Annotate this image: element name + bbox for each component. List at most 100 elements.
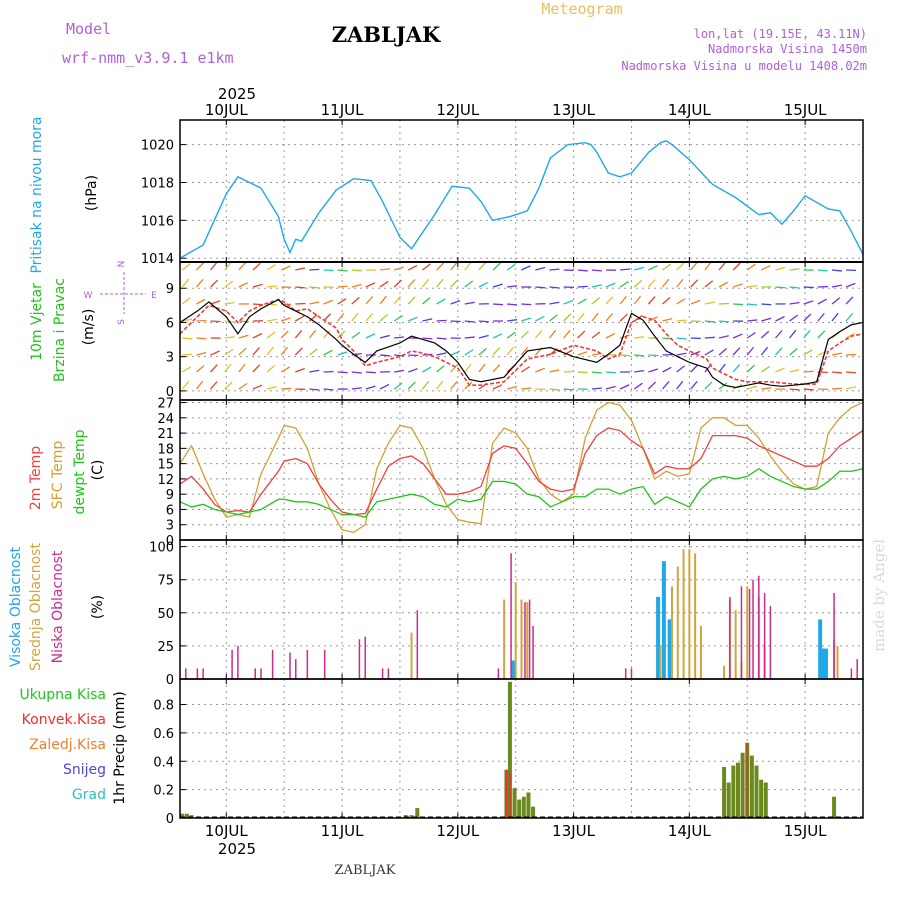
mid-cloud-bar: [746, 586, 749, 679]
wind-arrow: [294, 347, 303, 356]
wind-arrow: [422, 263, 431, 271]
wind-arrow: [421, 278, 430, 288]
wind-arrow: [210, 279, 219, 288]
wind-arrow: [436, 262, 445, 271]
wind-arrow: [746, 263, 756, 271]
wind-arrow: [337, 312, 345, 322]
wind-arrow: [238, 262, 246, 271]
wind-arrow: [591, 387, 602, 390]
total-precip-bar: [759, 779, 764, 818]
wind-arrow: [436, 278, 444, 288]
chart-panels: 1014101610181020036903691215182124270255…: [141, 119, 864, 827]
wind-arrow: [379, 280, 389, 288]
wind-arrow: [196, 337, 207, 340]
wind-arrow: [195, 278, 204, 288]
legend-snow: Snijeg: [63, 762, 106, 778]
wind-arrow: [266, 346, 274, 356]
total-precip-bar: [521, 796, 526, 818]
wind-arrow: [521, 303, 532, 306]
pressure-unit: (hPa): [84, 175, 100, 211]
wind-arrow: [662, 380, 670, 390]
wind-arrow: [831, 284, 842, 288]
wind-arrow: [337, 330, 346, 339]
wind-arrow: [775, 367, 785, 373]
wind-arrow: [407, 264, 418, 271]
wind-arrow: [393, 266, 404, 271]
high-cloud-bar: [656, 596, 661, 679]
wind-arrow: [760, 330, 770, 339]
high-cloud-bar: [823, 648, 828, 679]
wind-arrow: [535, 266, 546, 271]
wind-arrow: [308, 329, 317, 339]
wind-arrow: [591, 371, 602, 374]
wind-arrow: [323, 299, 334, 305]
y-tick-label: 1018: [141, 176, 174, 191]
wind-arrow: [831, 269, 842, 272]
low-cloud-bar: [289, 652, 291, 679]
wind-arrow: [633, 279, 643, 288]
wind-arrow: [676, 337, 687, 340]
mid-cloud-bar: [688, 549, 691, 679]
wind-arrow: [605, 371, 617, 374]
wind-arrow: [789, 329, 797, 339]
t2m-label: 2m Temp: [28, 446, 44, 510]
wind-arrow: [281, 387, 292, 390]
wind-arrow: [789, 369, 800, 373]
wind-arrow: [210, 320, 221, 323]
compass-west: W: [84, 291, 93, 301]
high-cloud-bar: [511, 660, 516, 679]
wind-arrow: [252, 384, 263, 390]
wind-arrow: [337, 298, 347, 305]
wind-arrow: [422, 366, 432, 373]
low-cloud-bar: [524, 602, 526, 679]
legend-frozen-rain: Zaledj.Kisa: [29, 737, 106, 753]
wind-arrow: [845, 312, 854, 322]
wind-unit: (m/s): [81, 309, 97, 346]
y-tick-label: 0: [166, 673, 174, 688]
wind-arrow: [252, 332, 263, 339]
wind-arrow: [210, 350, 220, 356]
precip-labels: Ukupna Kisa Konvek.Kisa Zaledj.Kisa Snij…: [19, 687, 128, 805]
wind-arrow: [464, 363, 472, 373]
wind-arrow: [295, 367, 305, 373]
wind-arrow: [393, 279, 402, 288]
wind-arrow: [846, 371, 857, 374]
wind-arrow: [309, 301, 320, 305]
wind-arrow: [535, 315, 545, 322]
low-cloud-bar: [532, 626, 534, 679]
mid-cloud-bar: [670, 586, 673, 679]
year-top: 2025: [218, 85, 256, 103]
top-day-label: 10JUL: [205, 101, 248, 119]
y-tick-label: 27: [157, 397, 174, 412]
wind-arrow: [803, 329, 811, 339]
wind-arrow: [478, 334, 489, 339]
wind-arrow: [266, 386, 277, 390]
wind-arrow: [563, 370, 574, 373]
high-cloud-bar: [661, 561, 666, 679]
wind-arrow: [620, 354, 631, 357]
low-cloud-bar: [254, 668, 256, 679]
wind-arrow: [365, 296, 374, 305]
wind-arrow: [181, 263, 191, 271]
wind-arrow: [181, 297, 191, 305]
y-tick-label: 0.8: [153, 699, 174, 714]
wind-arrow: [436, 319, 447, 322]
wind-arrow: [394, 336, 405, 339]
wind-arrow: [492, 283, 503, 288]
wind-arrow: [718, 363, 726, 373]
wind-arrow: [266, 331, 276, 339]
wind-arrow: [591, 312, 599, 322]
low-cloud-bar: [358, 639, 361, 679]
wind-arrow: [718, 261, 726, 271]
wind-arrow: [732, 347, 741, 356]
y-tick-label: 75: [157, 574, 174, 589]
wind-arrow: [535, 286, 546, 289]
wind-arrow: [450, 364, 458, 373]
y-tick-label: 21: [157, 427, 174, 442]
pressure-line: [179, 140, 864, 259]
total-precip-bar: [526, 792, 531, 818]
wind-arrow: [309, 268, 320, 271]
mid-cloud-bar: [514, 582, 517, 679]
wind-arrow: [619, 313, 628, 322]
wind-arrow: [789, 314, 799, 322]
